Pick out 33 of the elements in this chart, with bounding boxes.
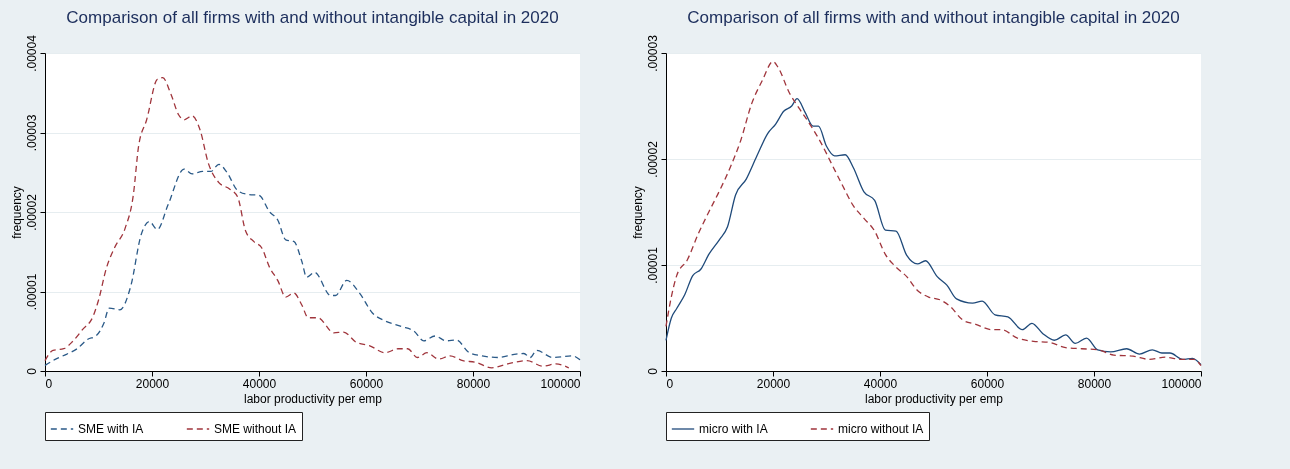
y-tick-label: .00002 <box>24 193 39 231</box>
x-tick-label: 80000 <box>1077 376 1112 391</box>
y-tick-label: 0 <box>645 367 660 375</box>
y-tick-label: .00002 <box>645 140 660 178</box>
y-tick-label: .00003 <box>24 114 39 152</box>
x-axis-title: labor productivity per emp <box>243 391 383 406</box>
legend-label: SME with IA <box>78 422 144 436</box>
x-tick-label: 100000 <box>1161 376 1202 391</box>
x-tick-label: 20000 <box>756 376 791 391</box>
legend-label: micro with IA <box>699 422 768 436</box>
y-tick-label: .00004 <box>24 34 39 72</box>
x-tick-label: 0 <box>666 376 674 391</box>
y-axis-title: frequency <box>630 186 645 239</box>
y-tick-label: 0 <box>24 367 39 375</box>
x-tick-label: 20000 <box>135 376 170 391</box>
x-tick-label: 80000 <box>456 376 491 391</box>
x-tick-label: 60000 <box>970 376 1005 391</box>
x-tick-label: 0 <box>45 376 53 391</box>
chart-title: Comparison of all firms with and without intangible capital in 2020 <box>66 7 559 27</box>
x-tick-label: 60000 <box>349 376 384 391</box>
legend-label: micro without IA <box>838 422 924 436</box>
y-axis-title: frequency <box>9 186 24 239</box>
x-tick-label: 40000 <box>242 376 277 391</box>
x-axis-title: labor productivity per emp <box>864 391 1004 406</box>
y-tick-label: .00001 <box>645 246 660 284</box>
y-tick-label: .00003 <box>645 34 660 72</box>
line-series <box>44 163 581 367</box>
chart-title: Comparison of all firms with and without intangible capital in 2020 <box>687 7 1180 27</box>
x-tick-label: 100000 <box>540 376 581 391</box>
y-tick-label: .00001 <box>24 273 39 311</box>
legend-label: SME without IA <box>214 422 297 436</box>
line-series <box>44 77 570 369</box>
x-tick-label: 40000 <box>863 376 898 391</box>
